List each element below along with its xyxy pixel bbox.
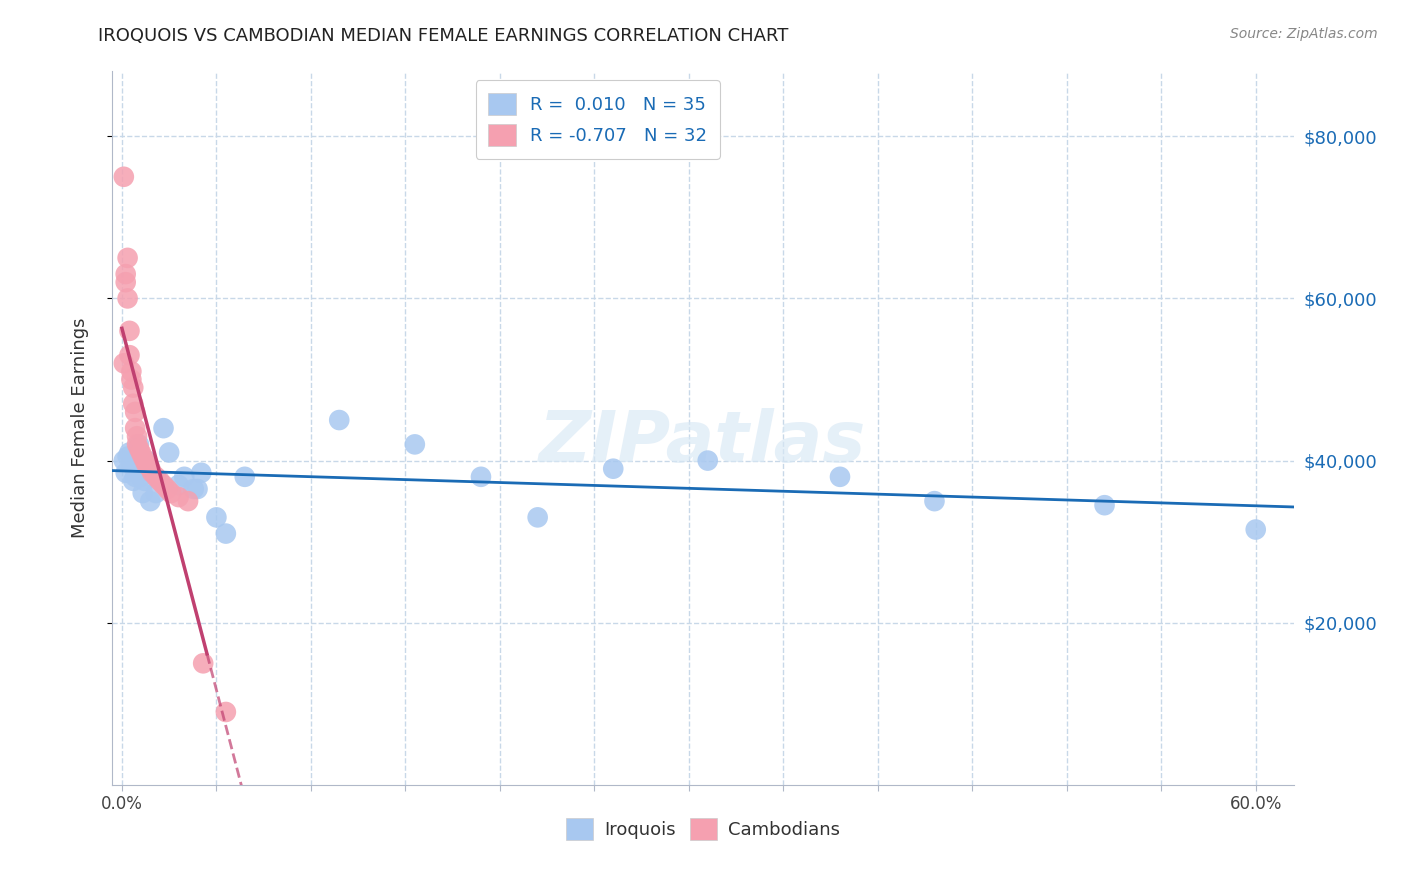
Point xyxy=(526,510,548,524)
Point xyxy=(124,405,146,419)
Point xyxy=(134,474,156,488)
Point xyxy=(125,429,148,443)
Point xyxy=(145,470,167,484)
Text: IROQUOIS VS CAMBODIAN MEDIAN FEMALE EARNINGS CORRELATION CHART: IROQUOIS VS CAMBODIAN MEDIAN FEMALE EARN… xyxy=(98,27,789,45)
Point xyxy=(602,461,624,475)
Point xyxy=(183,482,205,496)
Point xyxy=(128,437,150,451)
Point xyxy=(156,482,179,496)
Point xyxy=(129,445,152,459)
Point xyxy=(1094,498,1116,512)
Point xyxy=(139,494,162,508)
Point xyxy=(122,397,145,411)
Legend: Iroquois, Cambodians: Iroquois, Cambodians xyxy=(558,811,848,847)
Point xyxy=(122,381,145,395)
Point xyxy=(132,450,155,464)
Point xyxy=(139,461,162,475)
Point xyxy=(186,482,208,496)
Point xyxy=(328,413,350,427)
Point xyxy=(120,372,142,386)
Point xyxy=(117,251,139,265)
Point xyxy=(233,470,256,484)
Point xyxy=(205,510,228,524)
Point xyxy=(112,453,135,467)
Point xyxy=(924,494,946,508)
Point xyxy=(404,437,426,451)
Point xyxy=(114,466,136,480)
Point xyxy=(114,275,136,289)
Point xyxy=(215,705,238,719)
Point xyxy=(193,657,215,671)
Point xyxy=(117,450,139,464)
Point xyxy=(128,442,150,456)
Text: Source: ZipAtlas.com: Source: ZipAtlas.com xyxy=(1230,27,1378,41)
Point xyxy=(112,356,135,370)
Point xyxy=(173,470,195,484)
Point xyxy=(152,478,174,492)
Point xyxy=(134,453,156,467)
Point xyxy=(125,437,148,451)
Point xyxy=(129,470,152,484)
Point xyxy=(470,470,492,484)
Point xyxy=(215,526,238,541)
Point xyxy=(141,466,163,480)
Point xyxy=(177,494,200,508)
Point xyxy=(124,421,146,435)
Point xyxy=(157,445,180,459)
Point xyxy=(149,474,172,488)
Point xyxy=(135,453,157,467)
Point xyxy=(160,486,183,500)
Point xyxy=(152,421,174,435)
Y-axis label: Median Female Earnings: Median Female Earnings xyxy=(70,318,89,539)
Point xyxy=(112,169,135,184)
Point xyxy=(696,453,718,467)
Point xyxy=(167,478,190,492)
Point xyxy=(118,445,141,459)
Point xyxy=(190,466,212,480)
Point xyxy=(122,474,145,488)
Point xyxy=(118,324,141,338)
Point xyxy=(114,267,136,281)
Text: ZIPatlas: ZIPatlas xyxy=(540,408,866,477)
Point xyxy=(145,486,167,500)
Point xyxy=(120,458,142,472)
Point xyxy=(135,458,157,472)
Point xyxy=(120,364,142,378)
Point xyxy=(118,348,141,362)
Point xyxy=(117,292,139,306)
Point xyxy=(132,486,155,500)
Point xyxy=(125,453,148,467)
Point xyxy=(1244,523,1267,537)
Point xyxy=(124,470,146,484)
Point xyxy=(167,490,190,504)
Point xyxy=(828,470,851,484)
